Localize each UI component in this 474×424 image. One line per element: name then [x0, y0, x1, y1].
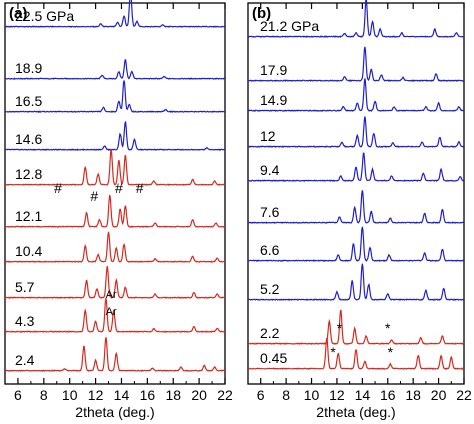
series-line	[247, 46, 465, 83]
series-line	[247, 337, 465, 370]
series-label: 9.4	[260, 162, 280, 178]
series-line	[4, 0, 226, 28]
series-label: 17.9	[260, 62, 287, 78]
peak-annotation: *	[388, 344, 394, 360]
panel-label: (b)	[252, 5, 271, 22]
peak-annotation: *	[330, 344, 336, 360]
plot-frame	[4, 2, 226, 385]
series-label: 2.2	[260, 325, 280, 341]
peak-annotation: Ar	[106, 306, 117, 318]
panel-label: (a)	[9, 5, 27, 22]
x-tick-label: 12	[329, 387, 345, 403]
plot-frame	[247, 2, 465, 385]
x-tick-label: 10	[62, 387, 78, 403]
series-label: 5.2	[260, 281, 280, 297]
x-tick-label: 10	[304, 387, 320, 403]
series-line	[4, 265, 225, 299]
series-label: 4.3	[15, 313, 35, 329]
series-line	[247, 152, 465, 182]
x-tick-label: 16	[140, 387, 156, 403]
x-tick-label: 14	[114, 387, 130, 403]
series-line	[4, 194, 226, 228]
series-line	[4, 298, 226, 333]
series-label: 7.6	[260, 204, 280, 220]
series-label: 14.6	[15, 131, 42, 147]
x-tick-label: 20	[191, 387, 207, 403]
series-label: 12.8	[15, 166, 42, 182]
panel-b: 6 8 10 12 14 16 18 20 22 2theta (deg.) (b)21.2 GPa…	[247, 0, 472, 420]
x-axis-label: 2theta (deg.)	[75, 404, 154, 420]
x-tick-label: 18	[405, 387, 421, 403]
series-line	[4, 149, 226, 186]
peak-annotation: #	[115, 180, 123, 196]
series-line	[4, 337, 226, 372]
panel-a: 6 8 10 12 14 16 18 20 22 2theta (deg.) (a)22.5 GPa…	[4, 0, 233, 420]
x-tick-label: 6	[14, 387, 22, 403]
x-tick-label: 16	[380, 387, 396, 403]
series-line	[5, 80, 226, 113]
series-label: 10.4	[15, 243, 42, 259]
peak-annotation: #	[136, 180, 144, 196]
series-label: 5.7	[15, 279, 35, 295]
series-line	[4, 120, 226, 151]
x-tick-label: 14	[355, 387, 371, 403]
series-line	[247, 0, 465, 39]
series-label: 14.9	[260, 92, 287, 108]
series-label: 12	[260, 128, 276, 144]
x-tick-label: 22	[217, 387, 233, 403]
series-label: 2.4	[15, 352, 35, 368]
series-line	[247, 116, 465, 149]
series-line	[247, 78, 465, 112]
x-axis-label: 2theta (deg.)	[316, 404, 395, 420]
series-line	[4, 231, 226, 263]
x-tick-label: 8	[282, 387, 290, 403]
series-label: 6.6	[260, 242, 280, 258]
x-tick-label: 18	[165, 387, 181, 403]
series-label: 18.9	[15, 60, 42, 76]
series-line	[247, 190, 465, 225]
x-tick-label: 22	[456, 387, 472, 403]
peak-annotation: #	[54, 180, 62, 196]
peak-annotation: Ar	[106, 289, 117, 301]
series-line	[247, 309, 465, 345]
series-label: 16.5	[15, 93, 42, 109]
x-tick-label: 6	[257, 387, 265, 403]
series-line	[247, 263, 465, 301]
peak-annotation: #	[90, 188, 98, 204]
x-tick-label: 20	[431, 387, 447, 403]
x-tick-label: 8	[40, 387, 48, 403]
series-line	[247, 226, 465, 262]
series-line	[4, 59, 225, 80]
series-label: 21.2 GPa	[260, 18, 319, 34]
series-label: 0.45	[260, 350, 287, 366]
series-label: 22.5 GPa	[15, 8, 74, 24]
peak-annotation: *	[337, 320, 343, 336]
series-label: 12.1	[15, 208, 42, 224]
x-tick-label: 12	[88, 387, 104, 403]
peak-annotation: *	[385, 320, 391, 336]
